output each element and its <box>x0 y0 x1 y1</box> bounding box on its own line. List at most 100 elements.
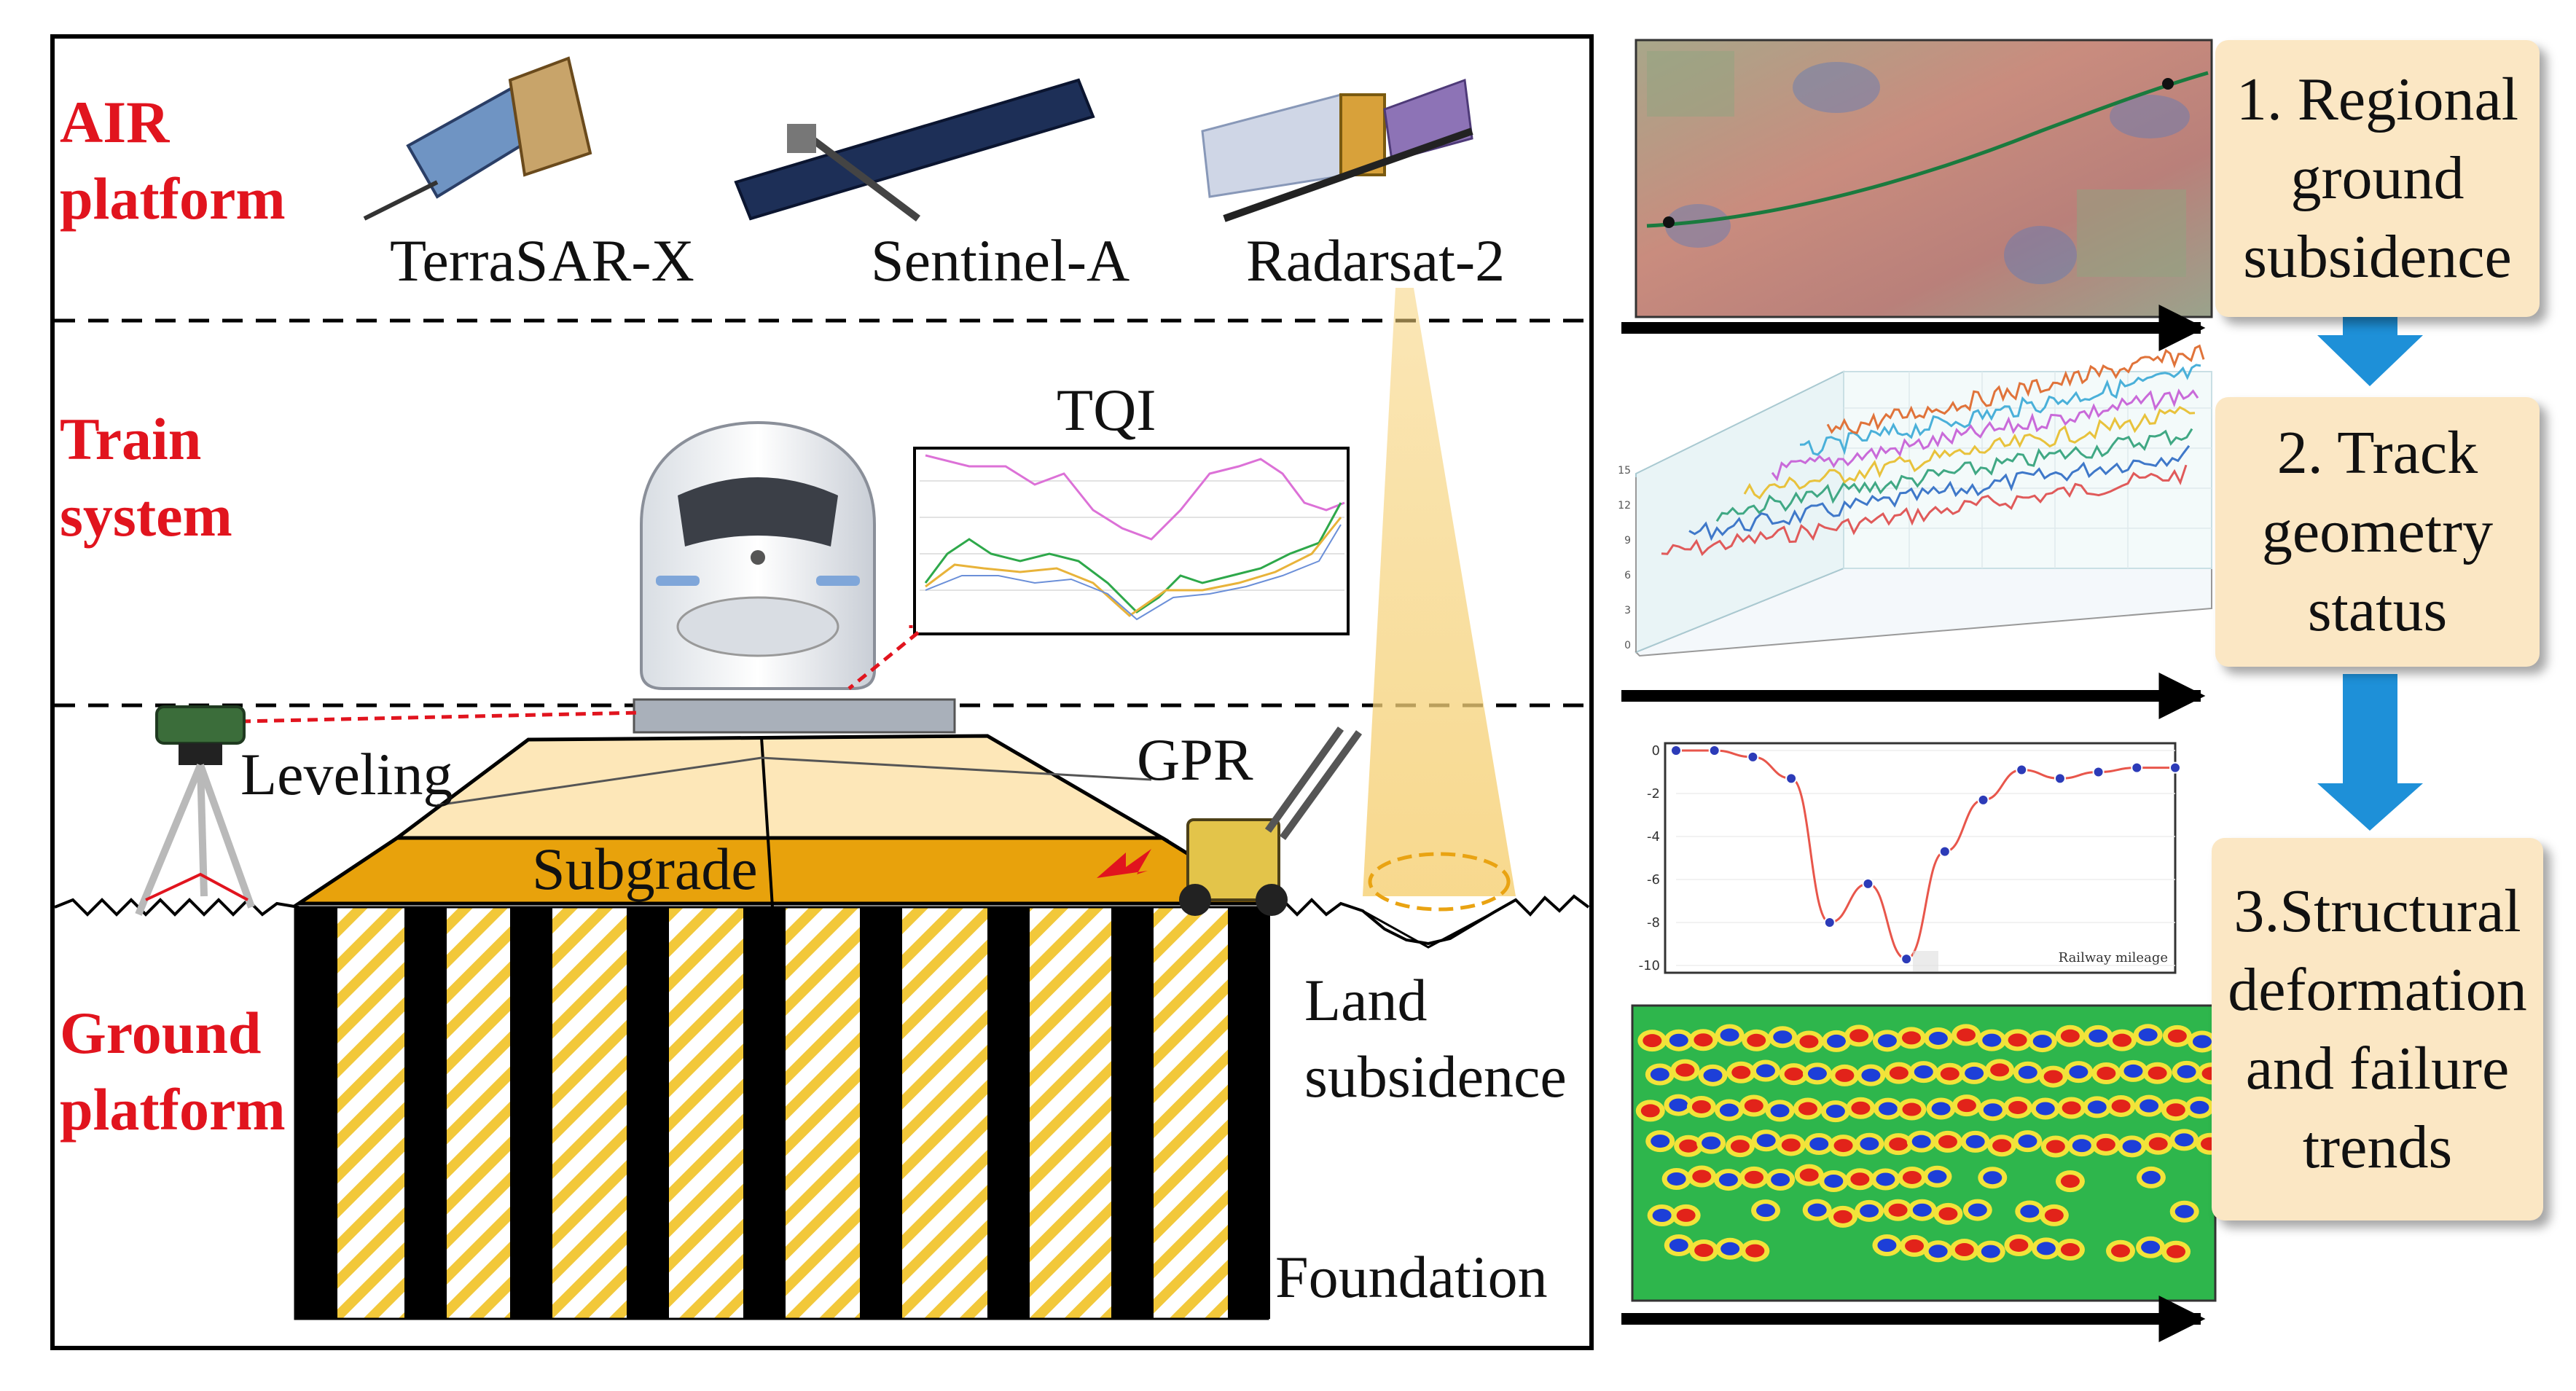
terrasar-x-label: TerraSAR-X <box>390 227 694 294</box>
y-tick-label: -10 <box>1639 958 1660 973</box>
radargram-reflection <box>1851 1101 1871 1115</box>
data-point <box>2016 764 2028 776</box>
radargram-reflection <box>2174 1133 2194 1147</box>
land-subsidence-label-2: subsidence <box>1304 1043 1567 1110</box>
y-tick-label: -6 <box>1647 872 1660 888</box>
radargram-reflection <box>1799 1035 1819 1049</box>
radargram-reflection <box>1652 1209 1672 1223</box>
data-point <box>1747 751 1759 763</box>
radargram-reflection <box>1833 1210 1852 1223</box>
foundation-piles <box>295 907 1270 1319</box>
radargram-reflection <box>1954 1243 1974 1257</box>
air-platform-label-1: AIR <box>60 89 170 155</box>
subgrade-divider <box>760 737 774 908</box>
radargram-reflection <box>2060 1243 2080 1257</box>
radargram-reflection <box>2097 1067 2116 1081</box>
radargram-reflection <box>1745 1244 1765 1258</box>
y-tick-label: -8 <box>1647 915 1660 930</box>
radargram-reflection <box>2123 1064 2143 1078</box>
radargram-reflection <box>1938 1135 1957 1148</box>
data-point <box>1823 917 1836 928</box>
radargram-reflection <box>1901 1031 1921 1045</box>
data-point <box>2169 761 2181 774</box>
radargram-reflection <box>1745 1170 1764 1184</box>
radargram-reflection <box>2141 1240 2161 1254</box>
y-tick-label: 3 <box>1624 605 1631 616</box>
step-1-line-1: 1. Regional <box>2236 66 2519 133</box>
radargram-reflection <box>2008 1100 2028 1114</box>
air-platform-label-2: platform <box>60 165 286 232</box>
radargram-reflection <box>1981 1245 2000 1258</box>
railway-mileage-label: Railway mileage <box>2059 950 2168 965</box>
y-tick-label: 12 <box>1618 500 1631 512</box>
radargram-reflection <box>1877 1034 1897 1048</box>
radargram-reflection <box>1807 1067 1827 1081</box>
radargram-reflection <box>2069 1065 2088 1079</box>
data-point <box>2131 761 2143 774</box>
radargram-reflection <box>1691 1100 1711 1113</box>
radargram-reflection <box>2138 1028 2158 1042</box>
pile-3 <box>510 907 552 1319</box>
radargram-reflection <box>1826 1034 1846 1048</box>
radargram-reflection <box>2166 1245 2186 1258</box>
radargram-reflection <box>1878 1102 1898 1116</box>
step-3-line-1: 3.Structural <box>2234 877 2521 945</box>
data-point <box>1977 794 1989 806</box>
radargram-reflection <box>1957 1099 1976 1113</box>
radar-beam-cone <box>1363 288 1516 896</box>
ground-platform-label-1: Ground <box>60 1000 262 1066</box>
radargram-reflection <box>1784 1067 1804 1081</box>
radargram-reflection <box>1694 1244 1714 1258</box>
radargram-reflection <box>1877 1239 1897 1253</box>
pile-8 <box>1111 907 1154 1319</box>
step-3-line-3: and failure <box>2245 1034 2510 1102</box>
sentinel-a-satellite-icon <box>734 78 1095 222</box>
data-point <box>1862 877 1874 890</box>
radargram-reflection <box>2140 1099 2159 1113</box>
pile-6 <box>860 907 902 1319</box>
radargram-reflection <box>1968 1203 1987 1217</box>
radargram-reflection <box>2018 1135 2037 1148</box>
radargram-reflection <box>2096 1137 2115 1151</box>
pile-1 <box>295 907 337 1319</box>
radargram-reflection <box>2044 1208 2064 1222</box>
radargram-reflection <box>2111 1099 2131 1113</box>
tqi-series-line <box>1688 444 2191 541</box>
radargram-reflection <box>1983 1171 2003 1185</box>
subsidence-profile-chart: 0 -2 -4 -6 -8 -10 Railway mileage <box>1639 742 2181 974</box>
pile-7 <box>987 907 1030 1319</box>
tqi-series-line <box>1661 464 2188 557</box>
radargram-reflection <box>1965 1066 1984 1080</box>
step-2-line-1: 2. Track <box>2276 419 2478 487</box>
radargram-reflection <box>2174 1204 2194 1218</box>
ground-platform-label-2: platform <box>60 1076 286 1143</box>
subgrade-divider-3 <box>436 756 762 807</box>
radargram-reflection <box>2045 1140 2065 1153</box>
radargram-reflection <box>1798 1102 1817 1116</box>
radargram-reflection <box>1770 1104 1790 1118</box>
tqi-series-line <box>1799 364 2201 456</box>
radargram-reflection <box>1833 1139 1853 1153</box>
radargram-reflection <box>1876 1172 1895 1186</box>
y-tick-label: 0 <box>1652 743 1660 759</box>
radargram-reflection <box>1902 1102 1922 1116</box>
radargram-reflection <box>2190 1100 2209 1114</box>
radargram-reflection <box>2088 1029 2108 1043</box>
tqi-series-line <box>1826 344 2205 435</box>
step-3-structural-deformation-trends: 3.Structural deformation and failure tre… <box>2212 838 2543 1220</box>
radargram-reflection <box>1860 1204 1879 1218</box>
radargram-reflection <box>1744 1099 1763 1113</box>
tqi-chart-inset <box>913 447 1350 635</box>
radargram-reflection <box>1679 1139 1699 1153</box>
radargram-reflection <box>2018 1065 2037 1079</box>
tqi-series-line <box>1743 406 2196 500</box>
radargram-reflection <box>1771 1172 1790 1186</box>
radargram-reflection <box>1809 1137 1829 1151</box>
radargram-reflection <box>2113 1033 2132 1047</box>
radargram-reflection <box>1676 1208 1696 1222</box>
radargram-reflection <box>2035 1102 2055 1116</box>
down-arrow-2-icon <box>2317 674 2423 831</box>
step-3-line-4: trends <box>2302 1113 2453 1181</box>
radargram-reflection <box>1694 1033 1713 1047</box>
radargram-reflection <box>1650 1067 1669 1081</box>
